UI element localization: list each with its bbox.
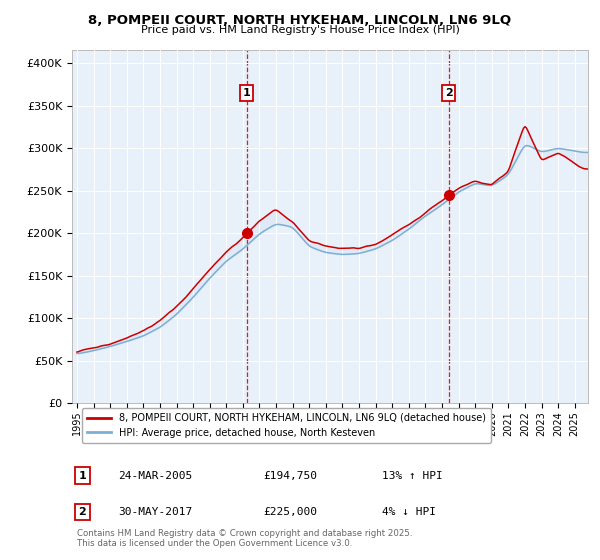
Text: Contains HM Land Registry data © Crown copyright and database right 2025.
This d: Contains HM Land Registry data © Crown c… — [77, 529, 413, 548]
Text: 2: 2 — [79, 507, 86, 517]
Text: 30-MAY-2017: 30-MAY-2017 — [118, 507, 193, 517]
Text: 24-MAR-2005: 24-MAR-2005 — [118, 471, 193, 481]
Legend: 8, POMPEII COURT, NORTH HYKEHAM, LINCOLN, LN6 9LQ (detached house), HPI: Average: 8, POMPEII COURT, NORTH HYKEHAM, LINCOLN… — [82, 408, 491, 442]
Text: 2: 2 — [445, 88, 452, 98]
Text: Price paid vs. HM Land Registry's House Price Index (HPI): Price paid vs. HM Land Registry's House … — [140, 25, 460, 35]
Text: 1: 1 — [242, 88, 250, 98]
Text: 1: 1 — [79, 471, 86, 481]
Text: 8, POMPEII COURT, NORTH HYKEHAM, LINCOLN, LN6 9LQ: 8, POMPEII COURT, NORTH HYKEHAM, LINCOLN… — [88, 14, 512, 27]
Text: 4% ↓ HPI: 4% ↓ HPI — [382, 507, 436, 517]
Text: £225,000: £225,000 — [263, 507, 317, 517]
Text: 13% ↑ HPI: 13% ↑ HPI — [382, 471, 442, 481]
Text: £194,750: £194,750 — [263, 471, 317, 481]
